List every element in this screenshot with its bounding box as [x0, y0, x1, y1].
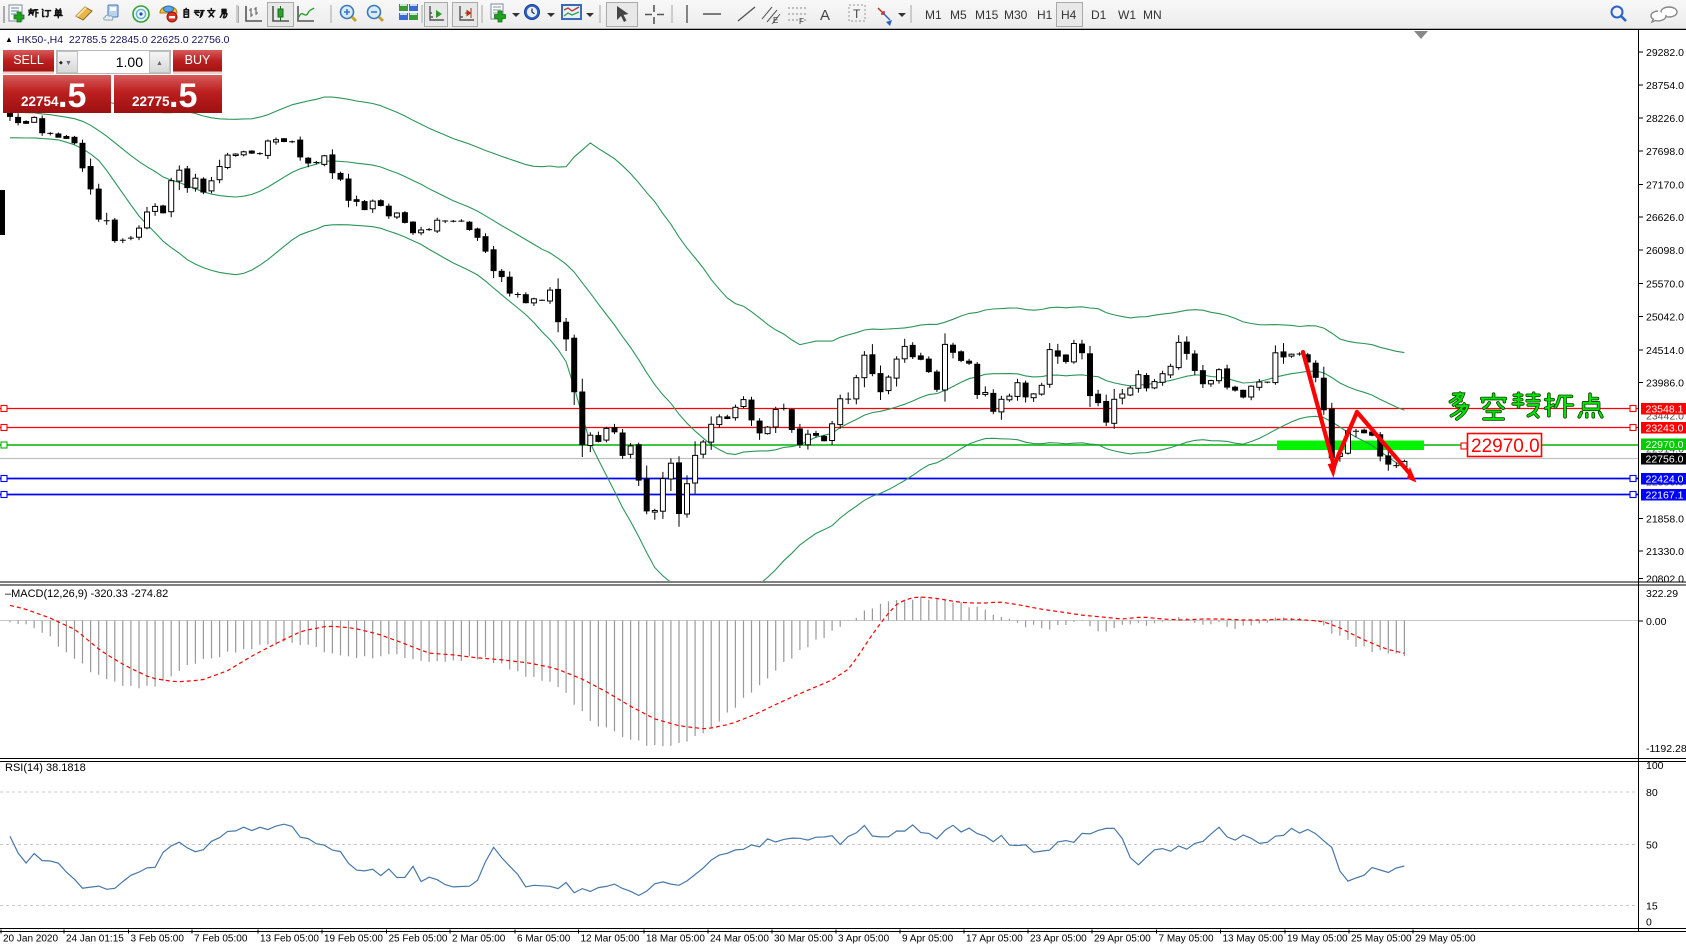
- svg-text:▲: ▲: [5, 35, 13, 44]
- svg-text:3 Apr 05:00: 3 Apr 05:00: [838, 934, 890, 945]
- svg-text:27698.0: 27698.0: [1646, 146, 1684, 158]
- svg-text:24 Jan 01:15: 24 Jan 01:15: [66, 934, 124, 945]
- svg-text:MN: MN: [1143, 8, 1162, 22]
- svg-text:M15: M15: [975, 8, 999, 22]
- svg-text:M1: M1: [925, 8, 942, 22]
- svg-text:25 Feb 05:00: 25 Feb 05:00: [389, 934, 448, 945]
- svg-text:H1: H1: [1037, 8, 1053, 22]
- svg-text:24514.0: 24514.0: [1646, 345, 1684, 357]
- svg-text:21330.0: 21330.0: [1646, 546, 1684, 558]
- svg-text:23548.1: 23548.1: [1646, 404, 1684, 416]
- svg-text:T: T: [853, 7, 861, 21]
- svg-text:22970.0: 22970.0: [1646, 439, 1684, 451]
- svg-text:27170.0: 27170.0: [1646, 180, 1684, 192]
- svg-text:29 Apr 05:00: 29 Apr 05:00: [1094, 934, 1151, 945]
- svg-text:7 Feb 05:00: 7 Feb 05:00: [194, 934, 248, 945]
- svg-text:9 Apr 05:00: 9 Apr 05:00: [902, 934, 954, 945]
- svg-text:0: 0: [1646, 917, 1652, 929]
- svg-text:2 Mar 05:00: 2 Mar 05:00: [452, 934, 506, 945]
- svg-text:22970.0: 22970.0: [1471, 436, 1540, 457]
- svg-text:26626.0: 26626.0: [1646, 212, 1684, 224]
- svg-text:RSI(14) 38.1818: RSI(14) 38.1818: [5, 762, 86, 774]
- svg-text:50: 50: [1646, 840, 1658, 852]
- svg-text:17 Apr 05:00: 17 Apr 05:00: [966, 934, 1023, 945]
- svg-text:30 Mar 05:00: 30 Mar 05:00: [774, 934, 833, 945]
- svg-text:F: F: [799, 17, 804, 26]
- svg-text:28754.0: 28754.0: [1646, 80, 1684, 92]
- svg-text:-1192.28: -1192.28: [1646, 743, 1686, 755]
- svg-text:3 Feb 05:00: 3 Feb 05:00: [131, 934, 185, 945]
- svg-text:HK50-,H4 22785.5 22845.0 2262: HK50-,H4 22785.5 22845.0 22625.0 22756.0: [17, 34, 230, 46]
- svg-text:24 Mar 05:00: 24 Mar 05:00: [710, 934, 769, 945]
- svg-text:–MACD(12,26,9) -320.33 -274.82: –MACD(12,26,9) -320.33 -274.82: [5, 588, 168, 600]
- svg-text:29282.0: 29282.0: [1646, 47, 1684, 59]
- svg-text:29 May 05:00: 29 May 05:00: [1415, 934, 1476, 945]
- svg-text:25042.0: 25042.0: [1646, 312, 1684, 324]
- svg-text:15: 15: [1646, 901, 1658, 913]
- svg-text:6 Mar 05:00: 6 Mar 05:00: [517, 934, 571, 945]
- svg-text:26098.0: 26098.0: [1646, 245, 1684, 257]
- svg-text:12 Mar 05:00: 12 Mar 05:00: [581, 934, 640, 945]
- svg-text:80: 80: [1646, 787, 1658, 799]
- svg-text:H4: H4: [1061, 8, 1077, 22]
- svg-text:A: A: [820, 7, 830, 24]
- svg-text:23243.0: 23243.0: [1646, 423, 1684, 435]
- svg-text:21858.0: 21858.0: [1646, 514, 1684, 526]
- svg-text:13 Feb 05:00: 13 Feb 05:00: [260, 934, 319, 945]
- svg-text:D1: D1: [1091, 8, 1107, 22]
- svg-text:25570.0: 25570.0: [1646, 279, 1684, 291]
- svg-text:E: E: [773, 16, 778, 25]
- svg-text:20 Jan 2020: 20 Jan 2020: [3, 934, 58, 945]
- svg-text:20802.0: 20802.0: [1646, 574, 1684, 586]
- svg-text:28226.0: 28226.0: [1646, 113, 1684, 125]
- svg-text:22756.0: 22756.0: [1646, 454, 1684, 466]
- svg-text:0.00: 0.00: [1646, 616, 1667, 628]
- svg-text:19 May 05:00: 19 May 05:00: [1287, 934, 1348, 945]
- svg-text:22424.0: 22424.0: [1646, 474, 1684, 486]
- svg-text:322.29: 322.29: [1646, 588, 1678, 600]
- svg-text:22167.1: 22167.1: [1646, 490, 1684, 502]
- svg-text:W1: W1: [1118, 8, 1136, 22]
- svg-text:M5: M5: [950, 8, 967, 22]
- svg-text:13 May 05:00: 13 May 05:00: [1223, 934, 1284, 945]
- svg-text:7 May 05:00: 7 May 05:00: [1159, 934, 1214, 945]
- svg-text:23986.0: 23986.0: [1646, 378, 1684, 390]
- svg-text:19 Feb 05:00: 19 Feb 05:00: [324, 934, 383, 945]
- svg-text:100: 100: [1646, 760, 1664, 772]
- svg-text:23 Apr 05:00: 23 Apr 05:00: [1030, 934, 1087, 945]
- svg-text:25 May 05:00: 25 May 05:00: [1351, 934, 1412, 945]
- svg-text:M30: M30: [1004, 8, 1028, 22]
- svg-text:18 Mar 05:00: 18 Mar 05:00: [646, 934, 705, 945]
